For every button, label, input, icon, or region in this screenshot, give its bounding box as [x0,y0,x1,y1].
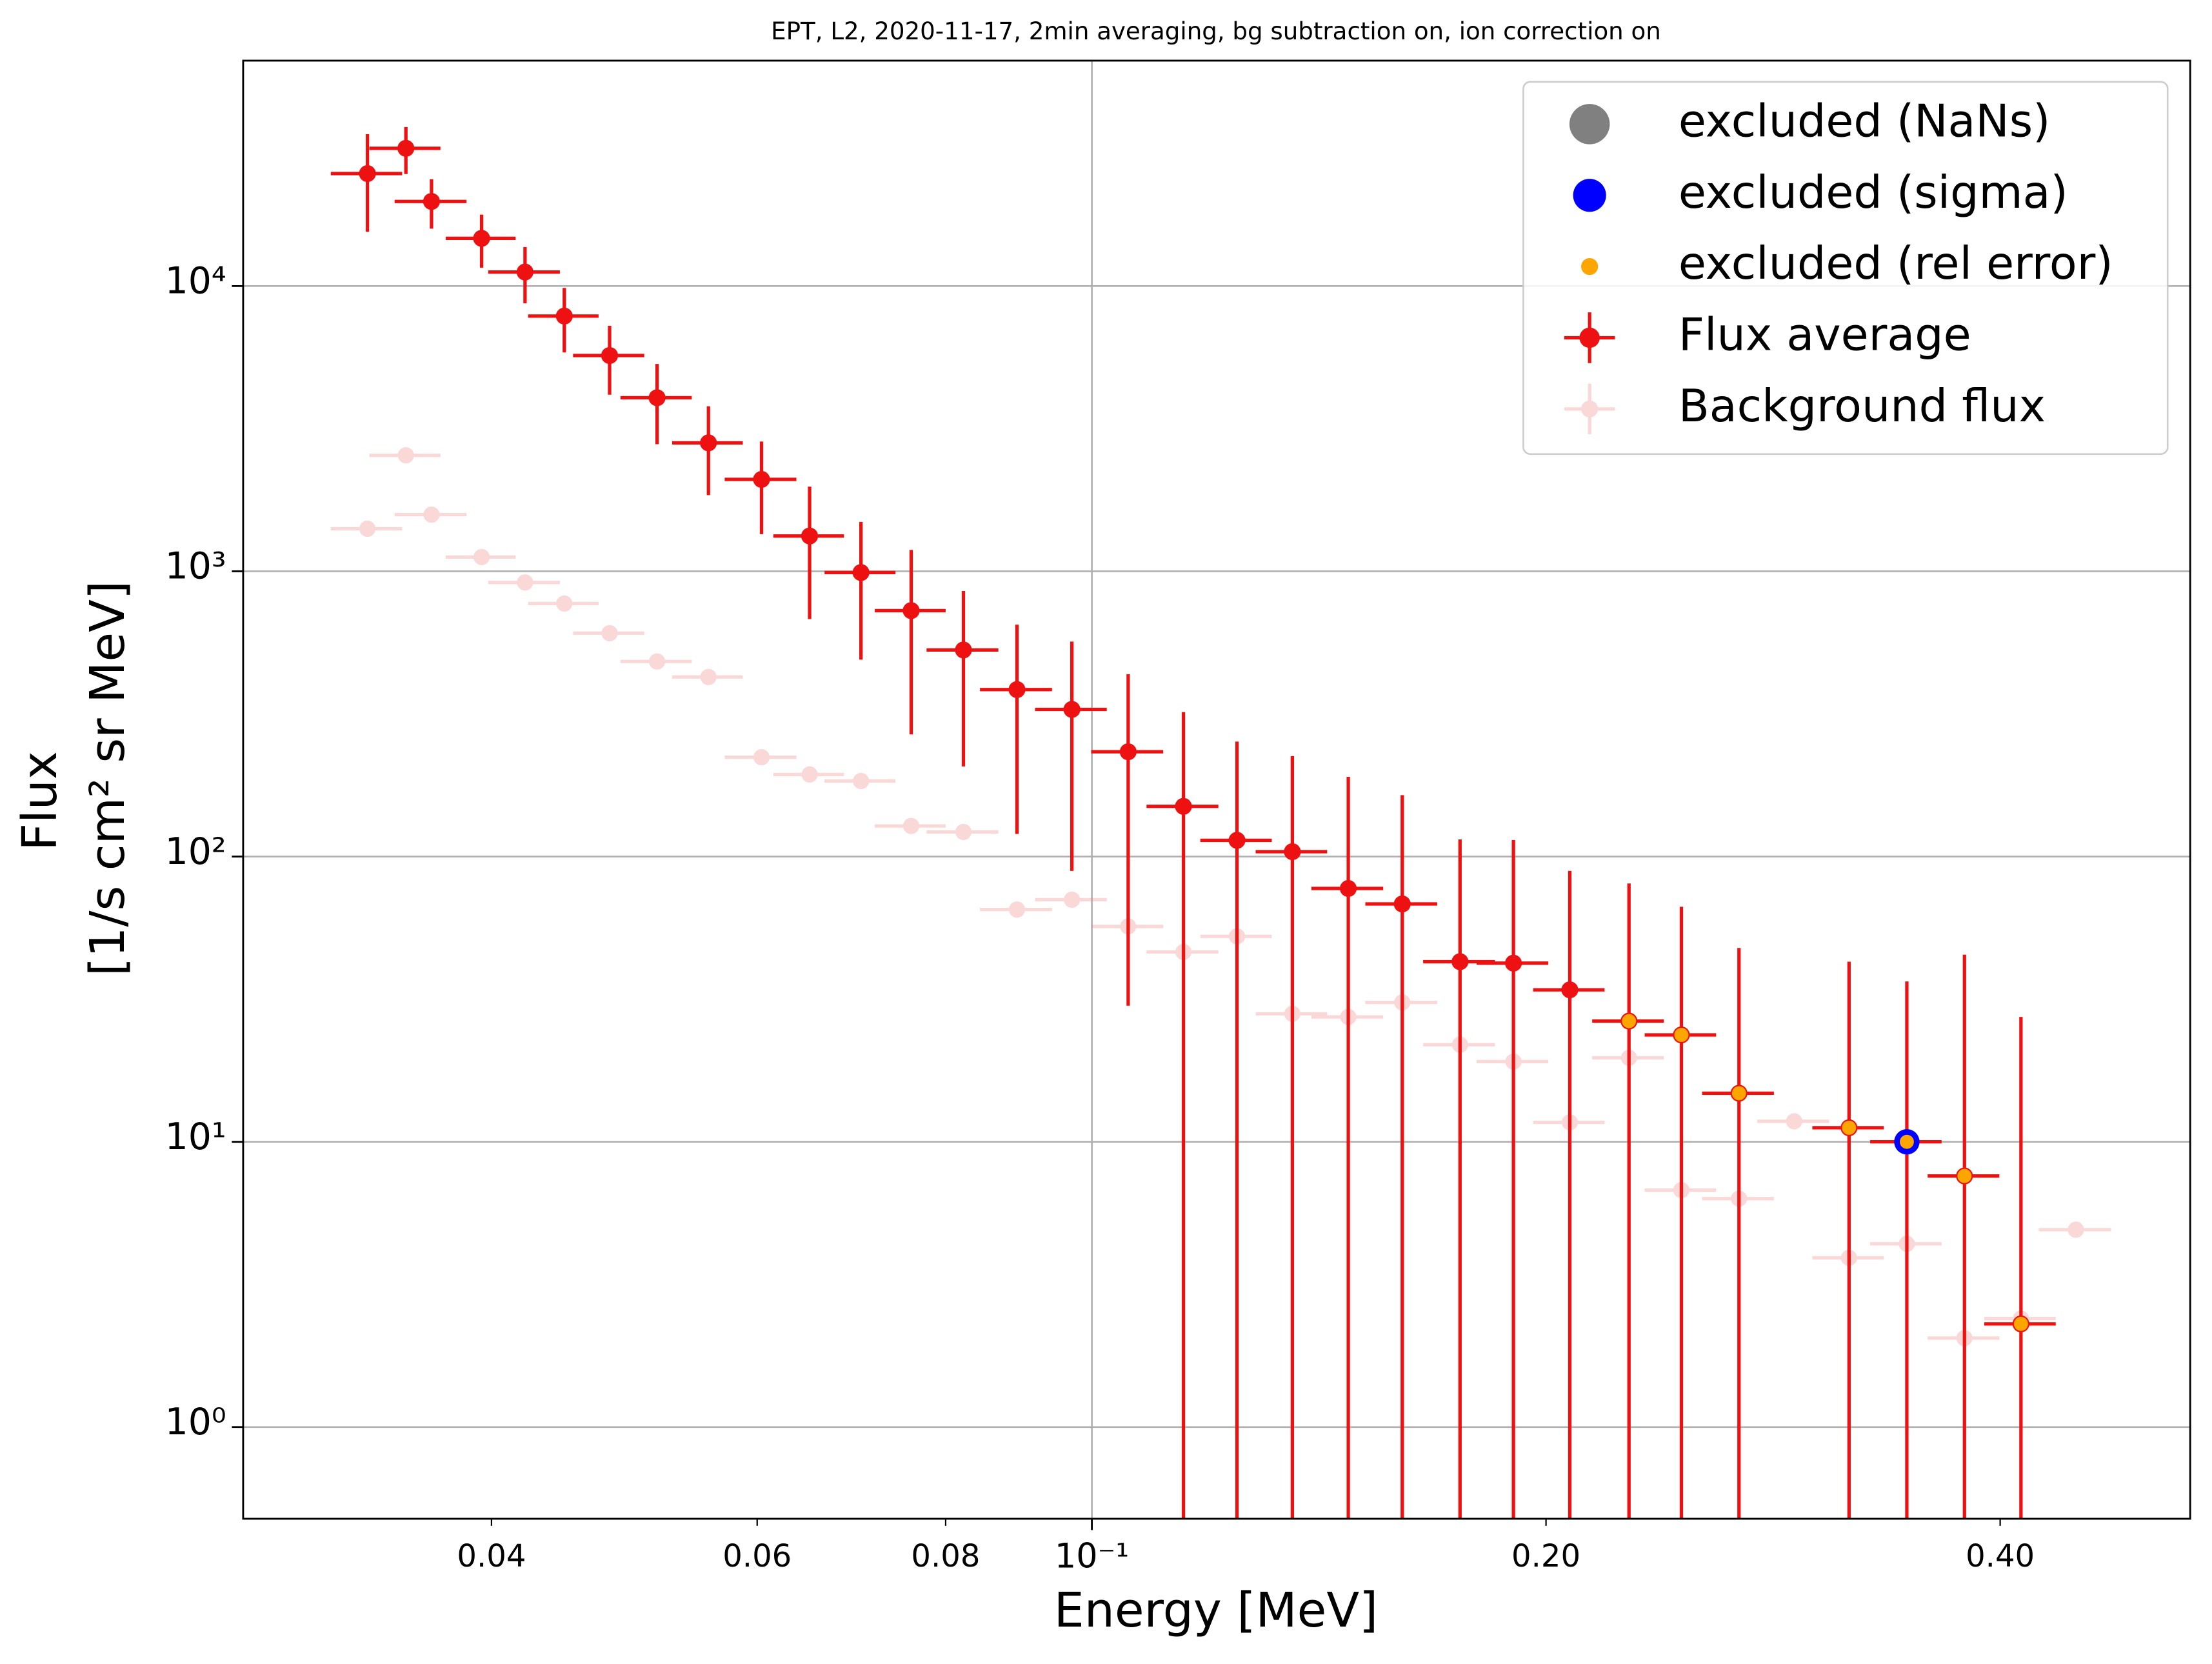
legend-dot [1581,257,1599,276]
marker [1008,901,1026,918]
marker [955,641,972,659]
marker [1786,1113,1802,1130]
grid [243,60,2191,1519]
marker [1451,953,1469,970]
legend-marker [1581,257,1599,276]
marker [1339,879,1357,897]
axes-frame [242,59,2191,1520]
marker [1064,891,1081,908]
x-tick-label: 0.04 [457,1538,526,1574]
marker [902,817,920,834]
y-tick-label: 10² [165,830,226,873]
marker [852,564,870,581]
marker [1731,1086,1746,1101]
legend-label: Background flux [1679,380,2046,432]
marker [601,346,619,365]
legend-marker [1564,312,1615,363]
marker [556,595,573,612]
marker [902,602,920,619]
x-tick-label: 0.08 [911,1538,980,1574]
legend-dot [1581,400,1599,417]
axes: 10⁰ 10¹ 10² 10³ 10⁴ 10⁻¹ 0.04 0.06 0.08 0.20 0.40 [165,260,2035,1576]
x-tick-label: 10⁻¹ [1055,1537,1129,1576]
marker [1063,701,1081,718]
y-tick-label: 10¹ [165,1116,226,1158]
chart-title: EPT, L2, 2020-11-17, 2min averaging, bg … [771,17,1661,45]
marker [1842,1120,1857,1135]
marker [1561,981,1579,999]
marker [1228,832,1246,849]
legend-label: Flux average [1679,308,1971,361]
marker [2013,1316,2028,1331]
marker [801,766,818,783]
plot-area [330,126,2111,1519]
legend-box [1522,81,2169,456]
marker [1008,681,1026,698]
marker [700,434,717,452]
series [330,126,2056,1519]
marker [1622,1014,1637,1028]
marker [1284,843,1301,861]
marker [753,470,770,488]
y-axis-label: [1/s cm² sr MeV] [79,581,135,976]
legend-dot [1573,179,1606,212]
legend-dot [1579,327,1600,348]
marker [473,548,490,565]
series [1622,1014,2028,1331]
x-axis-label: Energy [MeV] [1054,1582,1378,1638]
marker [1119,743,1137,761]
marker [473,230,490,247]
marker [601,625,618,641]
marker [648,389,666,406]
x-tick-label: 0.40 [1966,1538,2035,1574]
marker [1957,1168,1972,1183]
legend-entry: excluded (NaNs) [1569,95,2051,147]
marker [397,139,415,157]
series [330,447,2111,1347]
legend-label: excluded (sigma) [1679,166,2068,219]
legend-marker [1573,179,1606,212]
y-tick-label: 10³ [165,545,226,588]
y-tick-label: 10⁴ [165,260,226,303]
y-tick-label: 10⁰ [165,1401,226,1443]
x-tick-label: 0.06 [722,1538,792,1574]
marker [955,823,972,840]
legend-entry: excluded (sigma) [1573,166,2068,219]
marker [1674,1028,1689,1042]
marker [423,506,440,523]
marker [1393,895,1411,913]
marker [517,574,533,591]
x-tick-label: 0.20 [1511,1538,1580,1574]
marker [1175,797,1192,815]
legend-entry: Flux average [1564,308,1971,363]
legend-label: excluded (rel error) [1679,237,2113,290]
marker [753,749,770,766]
legend-dot [1569,104,1610,145]
marker [555,307,573,325]
marker [2068,1221,2084,1238]
legend-marker [1569,104,1610,145]
marker [359,165,376,183]
marker [516,263,534,281]
legend-marker [1564,383,1615,435]
legend-entry: excluded (rel error) [1581,237,2113,290]
legend-label: excluded (NaNs) [1679,95,2051,147]
marker [423,193,441,210]
legend: excluded (NaNs) excluded (sigma) excluded … [1564,95,2113,435]
marker [359,520,376,537]
marker [853,772,870,790]
marker [700,668,717,685]
marker [1900,1134,1914,1149]
marker [397,447,414,464]
marker [1504,954,1522,972]
marker [801,527,819,545]
legend-entry: Background flux [1564,380,2046,435]
marker [649,653,666,670]
y-axis-label: Flux [12,751,68,850]
